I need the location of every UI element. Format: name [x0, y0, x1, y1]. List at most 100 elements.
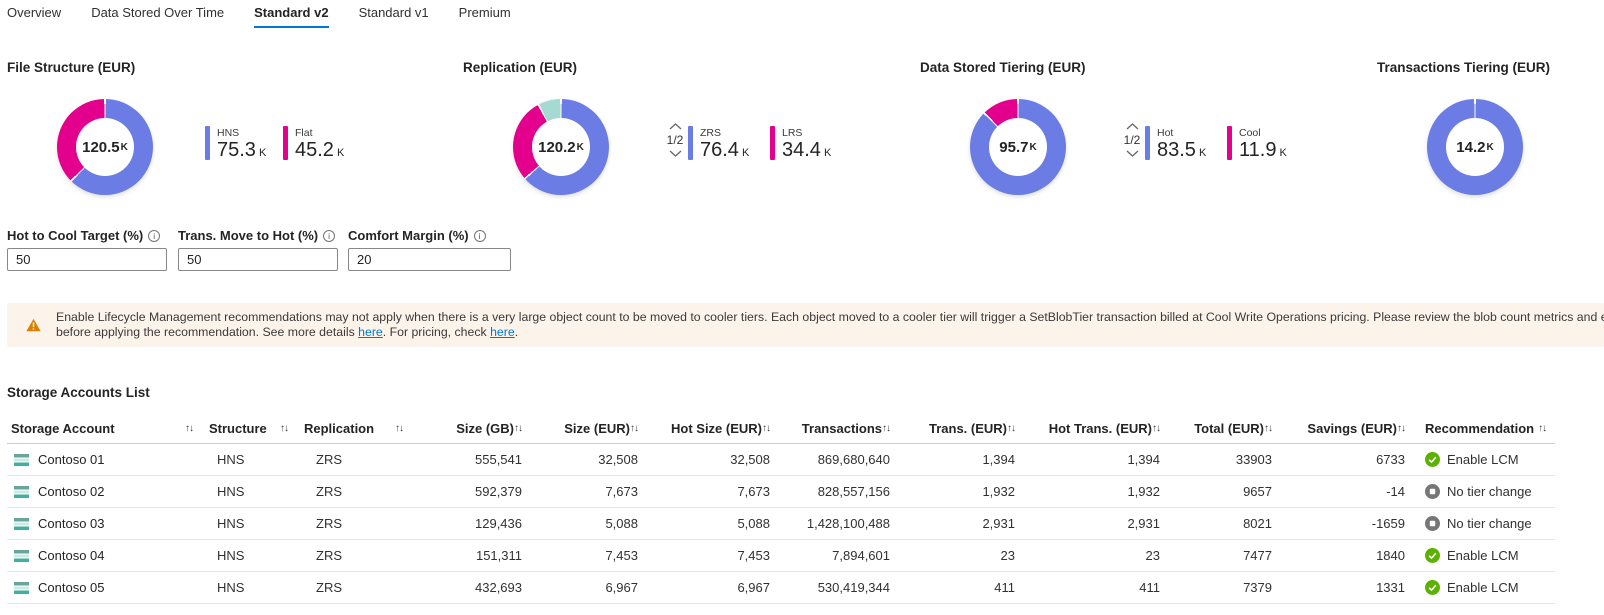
cell-total-eur: 33903: [1235, 452, 1272, 467]
chevron-up-icon[interactable]: [1126, 123, 1139, 130]
donut-replication[interactable]: 120.2 K: [513, 99, 609, 195]
legend-label: LRS: [782, 127, 803, 139]
cell-total-eur: 8021: [1243, 516, 1272, 531]
cell-size-eur: 7,673: [605, 484, 638, 499]
banner-text: Enable Lifecycle Management recommendati…: [56, 310, 1604, 341]
table-row[interactable]: Contoso 03 HNS ZRS 129,436 5,088 5,088 1…: [7, 508, 1555, 540]
sort-icon: ↑↓: [395, 422, 404, 434]
cell-hot-size-eur: 5,088: [737, 516, 770, 531]
legend-swatch: [1145, 126, 1150, 160]
info-icon[interactable]: [473, 229, 486, 242]
col-header-hot-size-eur[interactable]: Hot Size (EUR) ↑↓: [671, 420, 771, 436]
cell-hot-trans-eur: 1,394: [1127, 452, 1160, 467]
storage-accounts-table: Storage Account ↑↓ Structure ↑↓ Replicatio…: [7, 413, 1555, 604]
legend-item-lrs[interactable]: LRS 34.4 K: [770, 126, 831, 164]
cell-hot-size-eur: 6,967: [737, 580, 770, 595]
field-hot-to-cool-target: Hot to Cool Target (%): [7, 228, 173, 271]
col-header-savings-eur[interactable]: Savings (EUR) ↑↓: [1307, 420, 1406, 436]
storage-account-icon: [14, 581, 29, 594]
legend-label: ZRS: [700, 127, 721, 139]
legend-label: Hot: [1157, 127, 1174, 139]
legend-item-zrs[interactable]: ZRS 76.4 K: [688, 126, 749, 164]
col-header-transactions[interactable]: Transactions ↑↓: [801, 420, 891, 436]
cell-recommendation: Enable LCM: [1410, 580, 1555, 595]
chevron-down-icon[interactable]: [1126, 150, 1139, 157]
field-label: Hot to Cool Target (%): [7, 228, 173, 243]
donut-file-structure[interactable]: 120.5 K: [57, 99, 153, 195]
legend-page-indicator: 1/2: [666, 133, 684, 147]
cell-structure: HNS: [217, 452, 245, 467]
col-header-structure[interactable]: Structure ↑↓: [209, 420, 289, 436]
table-row[interactable]: Contoso 01 HNS ZRS 555,541 32,508 32,508…: [7, 444, 1555, 476]
col-header-total-eur[interactable]: Total (EUR) ↑↓: [1194, 420, 1273, 436]
warning-banner: Enable Lifecycle Management recommendati…: [7, 303, 1604, 347]
legend-label: HNS: [217, 127, 240, 139]
col-header-size-gb[interactable]: Size (GB) ↑↓: [456, 420, 523, 436]
cell-savings-eur: -1659: [1371, 516, 1405, 531]
banner-line-1: Enable Lifecycle Management recommendati…: [56, 309, 1604, 324]
tab-standard-v2[interactable]: Standard v2: [254, 5, 329, 28]
legend-pager: 1/2: [1120, 123, 1144, 157]
legend-value: 83.5 K: [1157, 139, 1207, 161]
cell-trans-eur: 23: [1000, 548, 1015, 563]
cell-size-eur: 5,088: [605, 516, 638, 531]
table-header-row: Storage Account ↑↓ Structure ↑↓ Replicatio…: [7, 413, 1555, 444]
table-row[interactable]: Contoso 02 HNS ZRS 592,379 7,673 7,673 8…: [7, 476, 1555, 508]
legend-swatch: [688, 126, 693, 160]
legend-label: Cool: [1239, 127, 1261, 139]
legend-item-cool[interactable]: Cool 11.9 K: [1227, 126, 1287, 164]
cell-savings-eur: 6733: [1376, 452, 1405, 467]
cell-storage-account: Contoso 03: [7, 516, 205, 531]
tab-standard-v1[interactable]: Standard v1: [358, 5, 429, 20]
trans-move-to-hot-input[interactable]: [178, 248, 338, 271]
info-icon[interactable]: [323, 229, 336, 242]
legend-value: 75.3 K: [217, 139, 267, 161]
col-header-trans-eur[interactable]: Trans. (EUR) ↑↓: [928, 420, 1016, 436]
donut-data-stored-tiering[interactable]: 95.7 K: [970, 99, 1066, 195]
sort-icon: ↑↓: [514, 422, 523, 434]
cell-savings-eur: 1840: [1376, 548, 1405, 563]
storage-account-icon: [14, 517, 29, 530]
cell-total-eur: 9657: [1243, 484, 1272, 499]
sort-icon: ↑↓: [630, 422, 639, 434]
col-header-hot-trans-eur[interactable]: Hot Trans. (EUR) ↑↓: [1048, 420, 1161, 436]
chart-title: Replication (EUR): [463, 60, 578, 75]
legend-item-hns[interactable]: HNS 75.3 K: [205, 126, 266, 164]
details-link[interactable]: here: [358, 325, 383, 339]
legend-swatch: [205, 126, 210, 160]
cell-size-eur: 6,967: [605, 580, 638, 595]
cell-structure: HNS: [217, 516, 245, 531]
table-row[interactable]: Contoso 05 HNS ZRS 432,693 6,967 6,967 5…: [7, 572, 1555, 604]
cell-savings-eur: 1331: [1376, 580, 1405, 595]
table-row[interactable]: Contoso 04 HNS ZRS 151,311 7,453 7,453 7…: [7, 540, 1555, 572]
sort-icon: ↑↓: [1264, 422, 1273, 434]
chart-transactions-tiering: Transactions Tiering (EUR) 14.2 K: [1377, 60, 1604, 225]
chart-title: File Structure (EUR): [7, 60, 136, 75]
legend-item-hot[interactable]: Hot 83.5 K: [1145, 126, 1206, 164]
col-header-replication[interactable]: Replication ↑↓: [304, 420, 404, 436]
tab-overview[interactable]: Overview: [7, 5, 62, 20]
pricing-link[interactable]: here: [490, 325, 515, 339]
tab-premium[interactable]: Premium: [458, 5, 511, 20]
chevron-up-icon[interactable]: [669, 123, 682, 130]
donut-center-label: 120.2 K: [532, 118, 590, 176]
donut-transactions-tiering[interactable]: 14.2 K: [1427, 99, 1523, 195]
cell-hot-size-eur: 32,508: [730, 452, 770, 467]
legend-item-flat[interactable]: Flat 45.2 K: [283, 126, 344, 164]
info-icon[interactable]: [148, 229, 161, 242]
cell-storage-account: Contoso 01: [7, 452, 205, 467]
cell-recommendation: No tier change: [1410, 516, 1555, 531]
hot-to-cool-target-input[interactable]: [7, 248, 167, 271]
tab-data-stored-over-time[interactable]: Data Stored Over Time: [91, 5, 225, 20]
col-header-recommendation[interactable]: Recommendation ↑↓: [1425, 420, 1547, 436]
banner-line-2: before applying the recommendation. See …: [56, 325, 519, 339]
comfort-margin-input[interactable]: [348, 248, 511, 271]
chevron-down-icon[interactable]: [669, 150, 682, 157]
legend-value: 45.2 K: [295, 139, 345, 161]
legend-swatch: [283, 126, 288, 160]
cell-size-gb: 151,311: [475, 548, 522, 563]
cell-transactions: 1,428,100,488: [806, 516, 890, 531]
col-header-storage-account[interactable]: Storage Account ↑↓: [11, 420, 194, 436]
legend-swatch: [770, 126, 775, 160]
col-header-size-eur[interactable]: Size (EUR) ↑↓: [564, 420, 639, 436]
